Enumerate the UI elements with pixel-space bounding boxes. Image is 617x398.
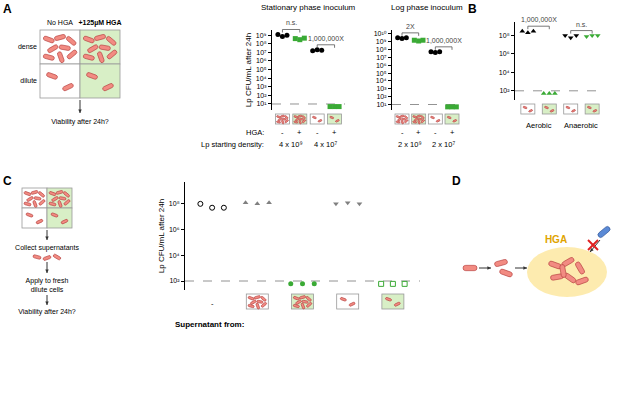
svg-text:10⁷: 10⁷ bbox=[376, 54, 387, 61]
svg-text:+: + bbox=[416, 128, 421, 137]
svg-text:HGA: HGA bbox=[545, 234, 567, 245]
svg-text:10²: 10² bbox=[376, 93, 387, 100]
svg-text:Stationary phase inoculum: Stationary phase inoculum bbox=[261, 3, 356, 12]
svg-text:Apply to fresh: Apply to fresh bbox=[26, 277, 69, 285]
svg-text:10³: 10³ bbox=[256, 83, 267, 90]
svg-text:1,000,000X: 1,000,000X bbox=[426, 37, 462, 44]
svg-text:2X: 2X bbox=[406, 23, 415, 30]
svg-text:Log phase inoculum: Log phase inoculum bbox=[391, 3, 463, 12]
svg-text:A: A bbox=[3, 2, 12, 16]
svg-text:10⁴: 10⁴ bbox=[256, 75, 267, 82]
svg-text:+125µM HGA: +125µM HGA bbox=[78, 19, 121, 27]
svg-text:dilute cells: dilute cells bbox=[31, 286, 64, 293]
svg-text:No HGA: No HGA bbox=[47, 19, 73, 26]
svg-text:dense: dense bbox=[18, 43, 37, 50]
svg-text:Viability after 24h?: Viability after 24h? bbox=[18, 308, 76, 316]
svg-text:Aerobic: Aerobic bbox=[526, 121, 552, 130]
svg-text:Supernatant from:: Supernatant from: bbox=[175, 320, 244, 329]
svg-text:10⁶: 10⁶ bbox=[499, 50, 510, 57]
svg-text:HGA:: HGA: bbox=[246, 128, 264, 137]
svg-text:1,000,000X: 1,000,000X bbox=[308, 35, 344, 42]
svg-text:n.s.: n.s. bbox=[286, 19, 297, 26]
svg-text:10⁴: 10⁴ bbox=[376, 77, 387, 84]
svg-text:dilute: dilute bbox=[20, 77, 37, 84]
svg-text:10⁹: 10⁹ bbox=[376, 38, 387, 45]
svg-text:2 x 10⁹: 2 x 10⁹ bbox=[398, 140, 422, 149]
svg-text:Lp CFU/mL after 24h: Lp CFU/mL after 24h bbox=[157, 199, 166, 273]
svg-text:Lp CFU/mL after 24h: Lp CFU/mL after 24h bbox=[244, 33, 253, 107]
svg-text:10¹: 10¹ bbox=[376, 101, 387, 108]
svg-text:-: - bbox=[281, 128, 284, 137]
svg-text:10⁸: 10⁸ bbox=[256, 40, 267, 47]
svg-text:10⁴: 10⁴ bbox=[499, 69, 510, 76]
svg-text:10⁶: 10⁶ bbox=[376, 62, 387, 69]
svg-text:2 x 10⁷: 2 x 10⁷ bbox=[432, 140, 455, 149]
svg-text:-: - bbox=[401, 128, 404, 137]
svg-text:10⁶: 10⁶ bbox=[256, 57, 267, 64]
svg-text:+: + bbox=[332, 128, 337, 137]
svg-text:10⁹: 10⁹ bbox=[256, 32, 267, 39]
svg-text:10²: 10² bbox=[256, 92, 267, 99]
svg-text:D: D bbox=[452, 174, 461, 188]
svg-text:10⁴: 10⁴ bbox=[169, 252, 180, 259]
svg-text:10⁵: 10⁵ bbox=[376, 70, 387, 77]
svg-text:+: + bbox=[450, 128, 455, 137]
svg-text:10⁵: 10⁵ bbox=[256, 66, 267, 73]
svg-text:10²: 10² bbox=[169, 277, 180, 284]
svg-text:10²: 10² bbox=[499, 87, 510, 94]
svg-text:10³: 10³ bbox=[376, 85, 387, 92]
svg-text:C: C bbox=[3, 174, 12, 188]
svg-text:10⁶: 10⁶ bbox=[169, 226, 180, 233]
svg-text:10⁸: 10⁸ bbox=[376, 46, 387, 53]
svg-text:10¹⁰: 10¹⁰ bbox=[374, 30, 387, 37]
svg-text:1,000,000X: 1,000,000X bbox=[521, 16, 557, 23]
svg-text:4 x 10⁹: 4 x 10⁹ bbox=[279, 140, 303, 149]
svg-text:B: B bbox=[468, 2, 477, 16]
svg-text:10⁸: 10⁸ bbox=[499, 32, 510, 39]
svg-text:4 x 10⁷: 4 x 10⁷ bbox=[314, 140, 337, 149]
svg-text:Collect supernatants: Collect supernatants bbox=[15, 244, 79, 252]
svg-text:10⁷: 10⁷ bbox=[256, 49, 267, 56]
svg-text:+: + bbox=[297, 128, 302, 137]
svg-text:-: - bbox=[316, 128, 319, 137]
svg-text:Lp starting density:: Lp starting density: bbox=[201, 140, 264, 149]
svg-text:Anaerobic: Anaerobic bbox=[564, 121, 598, 130]
svg-text:-: - bbox=[211, 299, 214, 308]
svg-text:10⁸: 10⁸ bbox=[169, 200, 180, 207]
svg-text:n.s.: n.s. bbox=[576, 21, 587, 28]
svg-text:10¹: 10¹ bbox=[256, 100, 267, 107]
svg-text:Viability after 24h?: Viability after 24h? bbox=[51, 118, 109, 126]
svg-text:-: - bbox=[434, 128, 437, 137]
